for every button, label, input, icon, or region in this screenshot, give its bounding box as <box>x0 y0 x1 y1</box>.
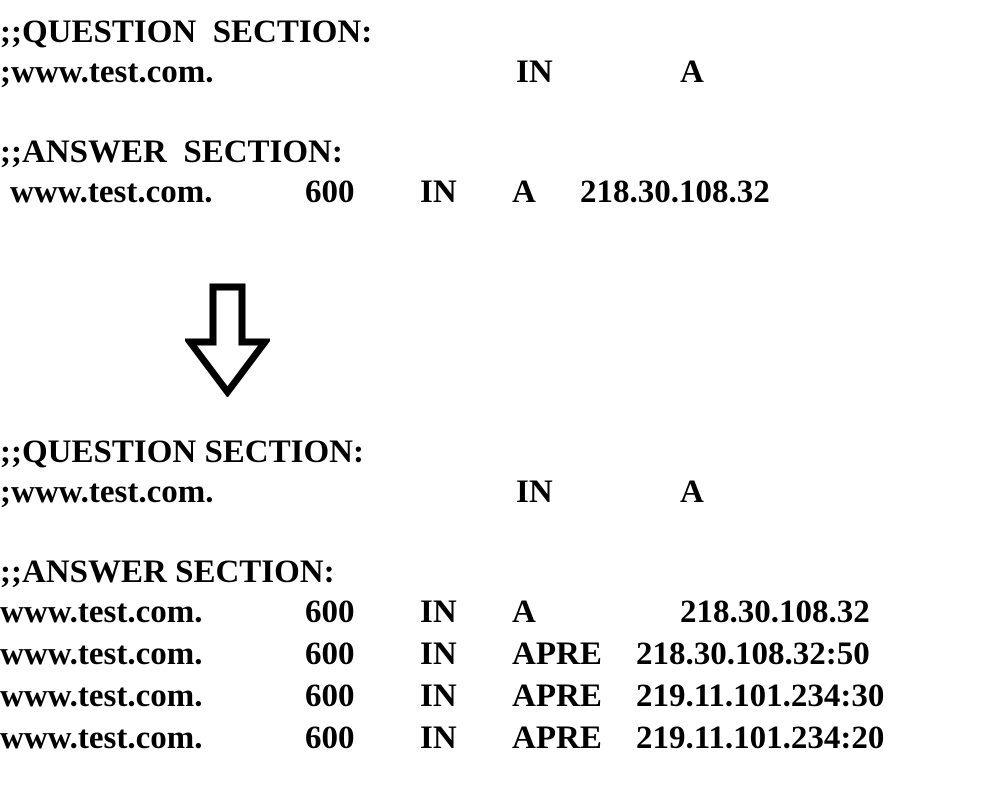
after-answer-name-2: www.test.com. <box>0 680 203 713</box>
after-answer-name-1: www.test.com. <box>0 638 203 671</box>
down-arrow-icon <box>185 282 270 397</box>
before-answer-name-0: www.test.com. <box>10 176 213 209</box>
after-answer-data-0: 218.30.108.32 <box>680 596 870 629</box>
after-question-header: ;;QUESTION SECTION: <box>0 436 364 469</box>
before-question-class: IN <box>516 56 553 89</box>
after-answer-name-0: www.test.com. <box>0 596 203 629</box>
after-answer-type-1: APRE <box>512 638 602 671</box>
after-answer-type-0: A <box>512 596 536 629</box>
after-answer-class-3: IN <box>420 722 457 755</box>
after-answer-header: ;;ANSWER SECTION: <box>0 556 335 589</box>
after-answer-data-1: 218.30.108.32:50 <box>636 638 870 671</box>
after-answer-class-0: IN <box>420 596 457 629</box>
after-answer-ttl-0: 600 <box>305 596 355 629</box>
after-answer-ttl-2: 600 <box>305 680 355 713</box>
before-answer-class-0: IN <box>420 176 457 209</box>
before-answer-type-0: A <box>512 176 536 209</box>
after-answer-type-3: APRE <box>512 722 602 755</box>
before-answer-ttl-0: 600 <box>305 176 355 209</box>
after-question-name: ;www.test.com. <box>0 476 214 509</box>
after-answer-ttl-1: 600 <box>305 638 355 671</box>
before-answer-data-0: 218.30.108.32 <box>580 176 770 209</box>
after-answer-class-1: IN <box>420 638 457 671</box>
page: ;;QUESTION SECTION: ;www.test.com. IN A … <box>0 0 1000 789</box>
after-question-type: A <box>680 476 704 509</box>
before-answer-header: ;;ANSWER SECTION: <box>0 136 343 169</box>
after-answer-type-2: APRE <box>512 680 602 713</box>
before-question-type: A <box>680 56 704 89</box>
after-question-class: IN <box>516 476 553 509</box>
after-answer-data-3: 219.11.101.234:20 <box>636 722 884 755</box>
after-answer-data-2: 219.11.101.234:30 <box>636 680 884 713</box>
before-question-header: ;;QUESTION SECTION: <box>0 16 372 49</box>
after-answer-ttl-3: 600 <box>305 722 355 755</box>
before-question-name: ;www.test.com. <box>0 56 214 89</box>
after-answer-class-2: IN <box>420 680 457 713</box>
after-answer-name-3: www.test.com. <box>0 722 203 755</box>
